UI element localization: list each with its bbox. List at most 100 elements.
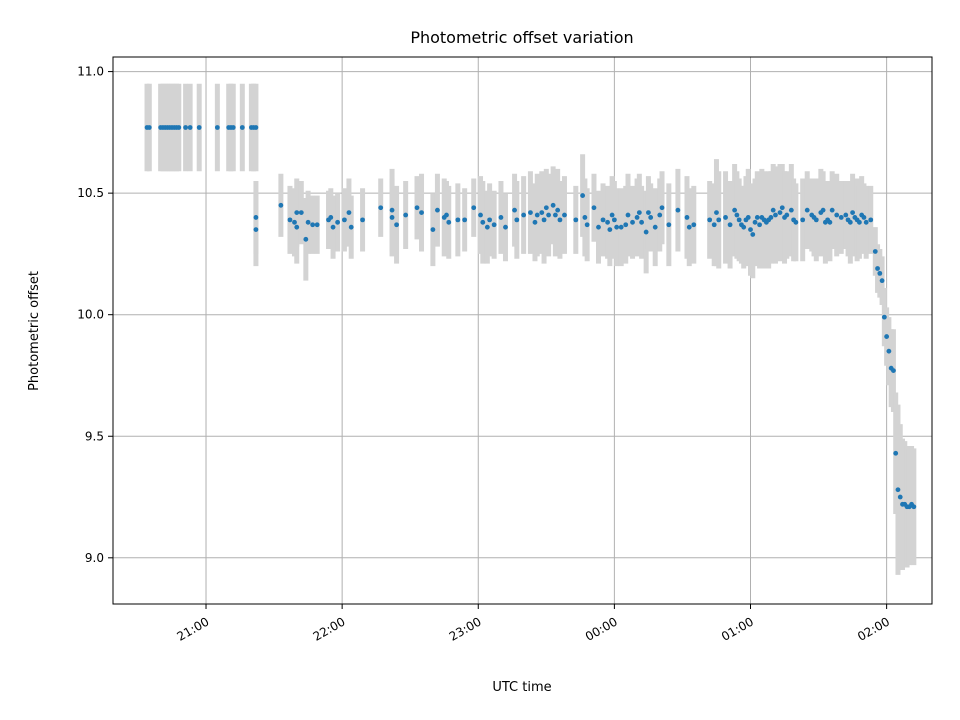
data-point bbox=[378, 205, 384, 211]
data-point bbox=[868, 217, 874, 223]
data-point bbox=[614, 224, 620, 230]
data-point bbox=[643, 229, 649, 235]
data-point bbox=[881, 314, 887, 320]
data-point bbox=[609, 212, 615, 218]
data-point bbox=[893, 450, 899, 456]
data-point bbox=[543, 205, 549, 211]
data-point bbox=[850, 210, 855, 215]
data-point bbox=[462, 217, 468, 223]
data-point bbox=[666, 222, 672, 228]
data-point bbox=[562, 212, 567, 218]
data-point bbox=[843, 212, 849, 218]
data-point bbox=[348, 224, 354, 230]
data-point bbox=[591, 205, 597, 211]
data-point bbox=[600, 217, 606, 223]
data-point bbox=[634, 215, 640, 220]
data-point bbox=[752, 219, 758, 225]
data-point bbox=[512, 207, 517, 213]
data-point bbox=[723, 215, 728, 220]
data-point bbox=[444, 212, 449, 218]
data-point bbox=[727, 222, 733, 228]
data-point bbox=[611, 217, 617, 223]
data-point bbox=[230, 125, 236, 130]
data-point bbox=[294, 224, 300, 230]
data-point bbox=[707, 217, 713, 223]
data-point bbox=[788, 207, 794, 213]
data-point bbox=[503, 224, 508, 230]
data-point bbox=[754, 215, 760, 220]
data-point bbox=[346, 210, 352, 215]
data-point bbox=[253, 125, 259, 130]
data-point bbox=[750, 232, 756, 237]
y-axis-ticks: 9.0 9.5 10.0 10.5 11.0 bbox=[77, 65, 113, 565]
data-point bbox=[239, 125, 245, 130]
data-point bbox=[886, 348, 892, 354]
data-point bbox=[625, 212, 631, 218]
data-point bbox=[732, 207, 738, 213]
data-point bbox=[897, 494, 903, 500]
data-points bbox=[144, 125, 917, 510]
data-point bbox=[829, 207, 835, 213]
data-point bbox=[196, 125, 202, 130]
data-point bbox=[430, 227, 436, 233]
data-point bbox=[768, 215, 774, 220]
data-point bbox=[389, 207, 395, 213]
data-point bbox=[895, 487, 901, 493]
plot-frame bbox=[112, 56, 933, 605]
data-point bbox=[534, 212, 540, 218]
y-tick-label: 9.0 bbox=[85, 551, 104, 565]
data-point bbox=[514, 217, 520, 223]
data-point bbox=[335, 219, 341, 225]
y-axis-label: Photometric offset bbox=[27, 271, 42, 391]
data-point bbox=[875, 266, 880, 271]
data-point bbox=[455, 217, 461, 223]
y-tick-label: 11.0 bbox=[77, 65, 104, 79]
data-point bbox=[521, 212, 527, 218]
data-point bbox=[872, 249, 878, 254]
data-point bbox=[804, 207, 810, 213]
data-point bbox=[675, 207, 681, 213]
data-point bbox=[891, 368, 896, 374]
data-point bbox=[539, 210, 545, 215]
data-point bbox=[183, 125, 188, 130]
y-tick-label: 10.0 bbox=[77, 308, 104, 322]
data-point bbox=[214, 125, 220, 130]
data-point bbox=[813, 217, 819, 223]
data-point bbox=[557, 217, 563, 223]
data-point bbox=[546, 212, 551, 218]
data-point bbox=[757, 222, 762, 228]
data-point bbox=[741, 224, 747, 230]
data-point bbox=[623, 222, 629, 228]
data-point bbox=[491, 222, 497, 228]
data-point bbox=[298, 210, 304, 215]
data-point bbox=[528, 210, 533, 215]
x-axis-label: UTC time bbox=[492, 680, 551, 695]
data-point bbox=[596, 224, 601, 230]
data-point bbox=[584, 222, 590, 228]
data-point bbox=[879, 278, 885, 284]
data-point bbox=[446, 219, 452, 225]
data-point bbox=[834, 212, 840, 218]
data-point bbox=[555, 207, 561, 213]
data-point bbox=[827, 219, 833, 225]
data-point bbox=[793, 219, 799, 225]
data-point bbox=[187, 125, 193, 130]
y-tick-label: 9.5 bbox=[85, 429, 104, 443]
data-point bbox=[360, 217, 365, 223]
data-point bbox=[657, 212, 663, 218]
data-point bbox=[435, 207, 440, 213]
data-point bbox=[403, 212, 409, 218]
data-point bbox=[711, 222, 717, 228]
data-point bbox=[630, 219, 635, 225]
data-point bbox=[863, 219, 869, 225]
data-point bbox=[847, 219, 853, 225]
data-point bbox=[278, 202, 284, 208]
data-point bbox=[314, 222, 320, 228]
data-point bbox=[310, 222, 316, 228]
data-point bbox=[784, 212, 790, 218]
data-point bbox=[484, 224, 490, 230]
data-point bbox=[777, 210, 783, 215]
data-point bbox=[394, 222, 399, 228]
data-point bbox=[573, 217, 579, 223]
